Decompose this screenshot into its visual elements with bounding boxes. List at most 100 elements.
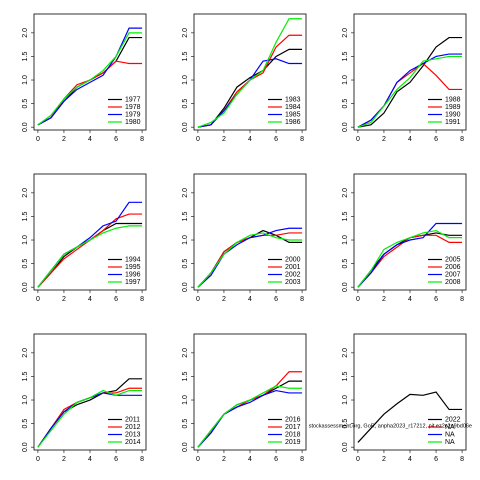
series-line [357,222,463,288]
x-tick-label: 2 [382,456,386,463]
x-tick-label: 2 [382,296,386,303]
y-tick-label: 0.0 [22,282,29,292]
x-tick-label: 0 [356,456,360,463]
legend-label: 1997 [125,279,141,286]
legend-label: 1991 [445,119,461,126]
x-tick-label: 0 [36,296,40,303]
legend-label: 1990 [445,111,461,118]
series-line [197,18,303,128]
y-tick-label: 1.0 [342,395,349,405]
x-tick-label: 6 [114,456,118,463]
y-tick-label: 2.0 [22,348,29,358]
legend-label: 2002 [285,271,301,278]
y-tick-label: 0.5 [22,99,29,109]
y-tick-label: 1.5 [182,211,189,221]
legend-label: 2012 [125,424,141,431]
y-tick-label: 2.0 [342,188,349,198]
y-tick-label: 0.5 [182,99,189,109]
y-tick-label: 0.5 [342,99,349,109]
legend-label: 2013 [125,431,141,438]
y-tick-label: 2.0 [22,28,29,38]
y-tick-label: 0.0 [22,122,29,132]
series-line [357,229,463,288]
x-tick-label: 6 [274,296,278,303]
legend-label: 1983 [285,96,301,103]
x-tick-label: 0 [36,136,40,143]
y-tick-label: 1.0 [182,395,189,405]
y-tick-label: 1.5 [182,51,189,61]
series-line [37,27,143,126]
legend-label: 1989 [445,104,461,111]
x-tick-label: 2 [62,136,66,143]
x-tick-label: 2 [62,456,66,463]
x-tick-label: 0 [36,456,40,463]
y-tick-label: 2.0 [342,28,349,38]
legend-label: 1996 [125,271,141,278]
x-tick-label: 4 [88,136,92,143]
x-tick-label: 0 [196,456,200,463]
legend-label: 1978 [125,104,141,111]
y-tick-label: 2.0 [182,28,189,38]
y-tick-label: 0.0 [182,442,189,452]
y-tick-label: 1.5 [22,51,29,61]
y-tick-label: 0.0 [22,442,29,452]
legend-label: 2016 [285,416,301,423]
series-line [197,389,303,448]
x-tick-label: 8 [140,296,144,303]
y-tick-label: 1.0 [182,235,189,245]
legend-label: 1995 [125,264,141,271]
y-tick-label: 2.0 [182,188,189,198]
x-tick-label: 8 [460,136,464,143]
x-tick-label: 4 [248,136,252,143]
y-tick-label: 0.5 [342,419,349,429]
annotation: stockassessment.org, GoR, anpha2023_r172… [309,423,472,429]
series-line [37,32,143,126]
x-tick-label: 4 [88,296,92,303]
x-tick-label: 8 [460,296,464,303]
legend-label: 1985 [285,111,301,118]
x-tick-label: 4 [408,136,412,143]
legend-label: 2019 [285,439,301,446]
x-tick-label: 2 [62,296,66,303]
legend-label: 1984 [285,104,301,111]
x-tick-label: 8 [460,456,464,463]
x-tick-label: 6 [274,136,278,143]
legend-label: 1977 [125,96,141,103]
series-line [197,385,303,448]
legend-label: 2007 [445,271,461,278]
legend-label: 1986 [285,119,301,126]
x-tick-label: 2 [222,456,226,463]
x-tick-label: 0 [196,136,200,143]
y-tick-label: 1.5 [342,371,349,381]
y-tick-label: 0.5 [182,259,189,269]
x-tick-label: 0 [356,296,360,303]
series-line [357,391,463,443]
x-tick-label: 4 [408,296,412,303]
legend-label: 2017 [285,424,301,431]
y-tick-label: 1.5 [342,51,349,61]
y-tick-label: 0.5 [342,259,349,269]
y-tick-label: 0.0 [342,442,349,452]
y-tick-label: 1.0 [342,235,349,245]
x-tick-label: 2 [222,136,226,143]
y-tick-label: 0.0 [182,282,189,292]
legend-label: 1994 [125,256,141,263]
x-tick-label: 4 [88,456,92,463]
y-tick-label: 1.5 [22,371,29,381]
x-tick-label: 2 [382,136,386,143]
y-tick-label: 1.5 [22,211,29,221]
legend-label: 2000 [285,256,301,263]
y-tick-label: 1.0 [342,75,349,85]
legend-label: 2008 [445,279,461,286]
x-tick-label: 4 [248,456,252,463]
y-tick-label: 1.0 [22,395,29,405]
x-tick-label: 6 [274,456,278,463]
x-tick-label: 6 [434,456,438,463]
y-tick-label: 1.0 [22,235,29,245]
